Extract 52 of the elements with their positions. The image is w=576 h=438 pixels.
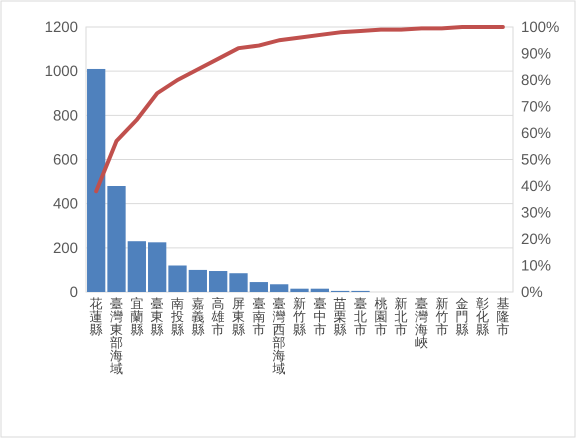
y2-tick-label: 90% <box>521 46 552 62</box>
bar <box>168 266 187 292</box>
x-tick-label: 臺北市 <box>354 296 367 337</box>
x-tick-label: 臺東縣 <box>150 296 164 337</box>
x-tick-label: 宜蘭縣 <box>130 296 144 337</box>
bar <box>310 288 329 292</box>
y-tick-label: 400 <box>52 196 78 213</box>
bar <box>229 273 248 292</box>
x-tick-label: 金門縣 <box>456 296 469 337</box>
x-tick-label: 新竹縣 <box>293 296 306 337</box>
x-tick-label: 嘉義縣 <box>191 296 204 337</box>
bar <box>148 242 166 292</box>
y2-tick-label: 20% <box>521 231 552 248</box>
bar <box>188 270 207 292</box>
bar <box>250 282 268 292</box>
x-tick-label: 屏東縣 <box>232 296 245 337</box>
y2-tick-label: 10% <box>521 258 552 274</box>
y-tick-label: 0 <box>70 284 78 301</box>
y2-tick-label: 60% <box>521 125 552 142</box>
bar <box>107 186 126 292</box>
y2-tick-label: 80% <box>521 72 552 89</box>
x-tick-label: 桃園市 <box>374 296 388 337</box>
bar <box>128 241 146 292</box>
bar <box>290 288 309 292</box>
y-tick-label: 600 <box>52 152 78 168</box>
bar <box>270 284 288 292</box>
x-tick-label: 新竹市 <box>435 296 448 337</box>
x-tick-label: 花蓮縣 <box>90 296 103 337</box>
y-tick-label: 200 <box>52 240 78 257</box>
y2-tick-label: 40% <box>521 178 552 195</box>
bar <box>87 68 106 292</box>
x-tick-label: 彰化縣 <box>476 296 489 337</box>
x-tick-label: 苗栗縣 <box>334 296 347 337</box>
y2-tick-label: 0% <box>521 284 543 301</box>
y-tick-label: 1000 <box>44 63 78 80</box>
x-tick-label: 臺中市 <box>313 296 326 337</box>
x-tick-label: 臺灣東部海域 <box>109 296 123 376</box>
x-tick-label: 臺南市 <box>252 296 266 337</box>
line-series <box>94 25 505 194</box>
bar <box>209 271 228 292</box>
x-tick-label: 新北市 <box>394 296 408 337</box>
y-tick-label: 1200 <box>44 19 78 36</box>
y2-tick-label: 100% <box>521 19 560 36</box>
y2-tick-label: 70% <box>521 98 552 116</box>
y-tick-label: 800 <box>52 107 78 124</box>
y2-tick-label: 30% <box>521 204 552 222</box>
x-tick-label: 南投縣 <box>170 296 184 337</box>
x-tick-label: 臺灣海峽 <box>415 296 428 350</box>
x-tick-label: 高雄市 <box>210 296 225 337</box>
x-tick-label: 臺灣西部海域 <box>272 296 286 376</box>
y2-tick-label: 50% <box>521 152 552 168</box>
x-tick-label: 基隆市 <box>496 296 510 337</box>
